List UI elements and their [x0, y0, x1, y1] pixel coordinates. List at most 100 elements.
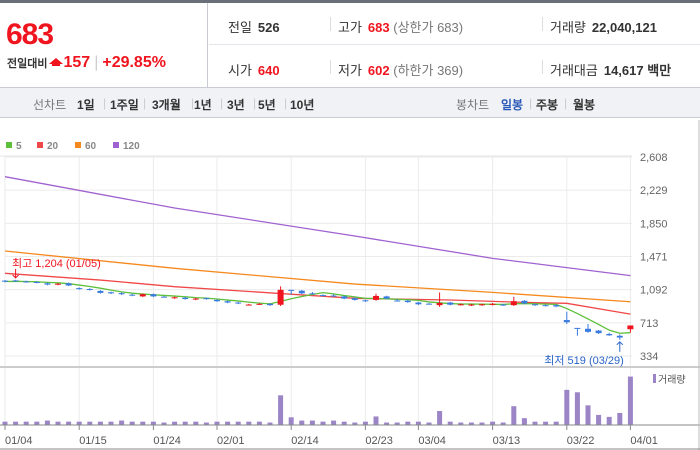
candle-body	[585, 328, 591, 332]
legend-label-120: 120	[123, 141, 140, 152]
x-tick-label: 03/13	[493, 435, 521, 447]
candle-body	[373, 295, 379, 300]
candle-body	[426, 303, 432, 305]
amount-label: 거래대금	[550, 63, 598, 78]
legend-swatch-120	[113, 142, 119, 148]
tab-6[interactable]: 10년	[290, 98, 315, 112]
volume-bar	[331, 420, 337, 425]
upper-limit: (상한가 683)	[393, 20, 464, 35]
volume-bar	[627, 376, 633, 425]
candle-body	[415, 302, 422, 305]
volume-bar	[278, 395, 284, 425]
candle-body	[457, 304, 464, 306]
x-tick-label: 01/24	[153, 435, 181, 447]
candle-body	[108, 292, 114, 294]
tab-candle-0[interactable]: 일봉	[501, 98, 524, 112]
change-percent: +29.85%	[102, 54, 166, 71]
candle-body	[86, 288, 93, 290]
candle-body	[489, 303, 496, 305]
volume-bar	[564, 389, 570, 425]
volume-bar	[97, 421, 103, 425]
tab-3[interactable]: 1년	[194, 98, 212, 112]
amount-value: 14,617	[603, 63, 644, 78]
candle-body	[139, 294, 146, 297]
candle-body	[309, 293, 316, 295]
candle-body	[542, 305, 549, 307]
amount-unit: 백만	[647, 63, 672, 78]
volume-bar	[44, 420, 50, 425]
ma5-line	[4, 280, 631, 334]
x-tick-label: 02/23	[365, 435, 393, 447]
legend-label-20: 20	[47, 141, 59, 152]
volume-bar	[140, 421, 146, 425]
volume-bar	[553, 421, 559, 425]
open-value: 640	[257, 63, 280, 78]
candle-body	[447, 302, 454, 305]
candle-body	[436, 302, 443, 306]
volume-bar	[373, 416, 379, 425]
quote-row-1: 전일 526 고가 683 (상한가 683) 거래량 22,040,121	[209, 3, 700, 45]
x-tick-label: 02/01	[217, 435, 245, 447]
candle-body	[245, 304, 252, 306]
tab-candle-2[interactable]: 월봉	[573, 98, 596, 112]
candle-body	[553, 305, 560, 307]
candle-body	[532, 304, 538, 306]
volume-bar	[606, 416, 612, 425]
volume-bar	[479, 422, 485, 425]
legend-swatch-60	[75, 142, 81, 148]
volume-bar	[447, 421, 453, 425]
volume-bar	[34, 421, 40, 425]
tab-2[interactable]: 3개월	[152, 98, 181, 112]
open-label: 시가	[228, 63, 252, 78]
tab-0[interactable]: 1일	[77, 98, 95, 112]
tab-separator: |	[529, 96, 533, 110]
candle-body	[394, 300, 401, 302]
candle-body	[44, 283, 51, 285]
lower-limit: (하한가 369)	[393, 63, 464, 78]
tab-separator: |	[191, 96, 195, 110]
ma60-line	[4, 250, 631, 303]
volume-bar	[108, 421, 114, 425]
y-tick-label: 713	[640, 318, 658, 330]
volume-bar	[235, 421, 241, 425]
volume-bar	[521, 418, 527, 425]
volume-bar	[267, 422, 273, 425]
x-tick-label: 03/22	[567, 435, 595, 447]
candle-body	[616, 335, 623, 338]
volume-legend-swatch	[653, 374, 656, 383]
tab-5[interactable]: 5년	[258, 98, 276, 112]
volume-bar	[129, 421, 135, 425]
tab-1[interactable]: 1주일	[110, 98, 139, 112]
candle-body	[288, 289, 295, 291]
volume-value: 22,040,121	[591, 20, 657, 35]
candle-body	[510, 301, 517, 306]
max-annotation: 최고 1,204 (01/05)	[12, 257, 101, 270]
current-price: 683	[6, 18, 54, 51]
volume-bar	[341, 421, 347, 425]
candle-body	[362, 300, 369, 302]
tab-separator: |	[284, 96, 288, 110]
volume-bar	[172, 421, 178, 425]
line-chart-label: 선차트	[33, 98, 67, 112]
tab-candle-1[interactable]: 주봉	[536, 98, 559, 112]
chart-period-tabs: 선차트 봉차트 1일 | 1주일 | 3개월 | 1년 | 3년 | 5년 | 10년 일봉 | 주봉 | 월봉	[0, 88, 700, 118]
legend-label-60: 60	[85, 141, 97, 152]
candle-body	[118, 293, 125, 295]
volume-bar	[182, 421, 188, 425]
x-tick-label: 01/04	[5, 435, 33, 447]
volume-bar	[596, 414, 602, 425]
y-tick-label: 1,850	[640, 218, 668, 230]
volume-bar	[119, 420, 125, 425]
tab-4[interactable]: 3년	[227, 98, 245, 112]
volume-bar	[320, 421, 326, 425]
volume-bar	[458, 422, 464, 425]
candle-body	[574, 327, 581, 329]
candle-body	[97, 290, 104, 293]
volume-bar	[225, 421, 231, 425]
volume-bar	[203, 422, 209, 425]
candle-body	[595, 330, 602, 334]
volume-bar	[617, 412, 623, 425]
volume-bar	[511, 406, 517, 425]
volume-bar	[55, 421, 61, 425]
volume-bar	[161, 422, 167, 425]
